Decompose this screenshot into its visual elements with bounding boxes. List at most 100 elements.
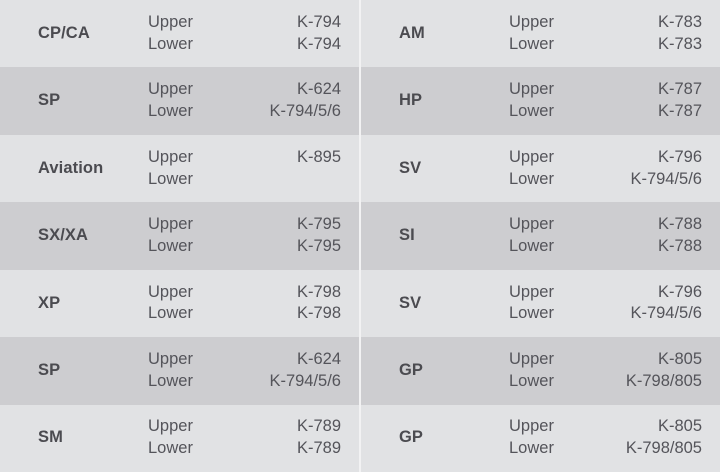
table-row[interactable]: XP Upper Lower K-798 K-798 xyxy=(0,269,359,338)
row-code-label: SP xyxy=(38,360,61,379)
row-value-cells: K-895 xyxy=(240,147,341,191)
row-level-labels: Upper Lower xyxy=(148,282,240,326)
upper-value: K-796 xyxy=(657,282,702,301)
row-level-labels: Upper Lower xyxy=(148,416,240,460)
table-row[interactable]: HP Upper Lower K-787 K-787 xyxy=(361,67,720,135)
lower-value: K-795 xyxy=(296,236,341,255)
upper-level-label: Upper xyxy=(148,215,193,234)
row-code-label: XP xyxy=(38,293,61,312)
row-level-labels: Upper Lower xyxy=(148,147,240,191)
row-code-label: GP xyxy=(399,360,424,379)
upper-value: K-788 xyxy=(657,215,702,234)
upper-level-label: Upper xyxy=(509,282,554,301)
upper-level-label: Upper xyxy=(509,12,554,31)
lower-level-label: Lower xyxy=(148,304,193,323)
table-row[interactable]: SP Upper Lower K-624 K-794/5/6 xyxy=(0,67,359,135)
row-code-label: HP xyxy=(399,91,423,110)
table-row[interactable]: GP Upper Lower K-805 K-798/805 xyxy=(361,404,720,472)
row-code-label: GP xyxy=(399,428,424,447)
row-code-label: SM xyxy=(38,428,63,447)
row-code-label: SV xyxy=(399,293,422,312)
upper-level-label: Upper xyxy=(148,80,193,99)
table-row[interactable]: Aviation Upper Lower K-895 xyxy=(0,134,359,203)
row-value-cells: K-787 K-787 xyxy=(601,79,702,123)
table-row[interactable]: SX/XA Upper Lower K-795 K-795 xyxy=(0,202,359,270)
row-level-labels: Upper Lower xyxy=(148,79,240,123)
upper-value: K-787 xyxy=(657,80,702,99)
lower-value: K-798/805 xyxy=(625,371,702,390)
row-value-cells: K-789 K-789 xyxy=(240,416,341,460)
row-code-label: CP/CA xyxy=(38,23,90,42)
upper-value: K-805 xyxy=(657,350,702,369)
row-value-cells: K-805 K-798/805 xyxy=(601,349,702,393)
row-code-label: SV xyxy=(399,158,422,177)
lower-value: K-794 xyxy=(296,34,341,53)
upper-value: K-795 xyxy=(296,215,341,234)
lower-level-label: Lower xyxy=(509,102,554,121)
upper-level-label: Upper xyxy=(509,215,554,234)
table-row[interactable]: GP Upper Lower K-805 K-798/805 xyxy=(361,337,720,405)
table-row[interactable]: SP Upper Lower K-624 K-794/5/6 xyxy=(0,337,359,405)
left-table-panel: CP/CA Upper Lower K-794 K-794 SP Upper Lower K-6… xyxy=(0,0,359,472)
lower-level-label: Lower xyxy=(148,102,193,121)
right-table-panel: AM Upper Lower K-783 K-783 HP Upper Lower K-787 K… xyxy=(361,0,720,472)
lower-value: K-794/5/6 xyxy=(269,371,341,390)
lower-level-label: Lower xyxy=(148,439,193,458)
upper-level-label: Upper xyxy=(148,147,193,166)
upper-value: K-798 xyxy=(296,282,341,301)
upper-value: K-624 xyxy=(296,350,341,369)
upper-value: K-789 xyxy=(296,417,341,436)
lower-level-label: Lower xyxy=(148,236,193,255)
lower-value: K-788 xyxy=(657,236,702,255)
lower-value: K-794/5/6 xyxy=(269,102,341,121)
row-value-cells: K-796 K-794/5/6 xyxy=(601,147,702,191)
upper-level-label: Upper xyxy=(509,147,554,166)
row-value-cells: K-794 K-794 xyxy=(240,12,341,56)
table-row[interactable]: SM Upper Lower K-789 K-789 xyxy=(0,404,359,472)
row-value-cells: K-788 K-788 xyxy=(601,214,702,258)
upper-level-label: Upper xyxy=(509,417,554,436)
row-level-labels: Upper Lower xyxy=(509,349,601,393)
upper-level-label: Upper xyxy=(148,350,193,369)
upper-value: K-783 xyxy=(657,12,702,31)
row-value-cells: K-796 K-794/5/6 xyxy=(601,282,702,326)
row-code-label: SI xyxy=(399,226,415,245)
lower-level-label: Lower xyxy=(148,371,193,390)
lower-level-label: Lower xyxy=(509,304,554,323)
table-row[interactable]: CP/CA Upper Lower K-794 K-794 xyxy=(0,0,359,68)
upper-level-label: Upper xyxy=(148,417,193,436)
upper-value: K-895 xyxy=(296,147,341,166)
lower-level-label: Lower xyxy=(509,439,554,458)
table-row[interactable]: SI Upper Lower K-788 K-788 xyxy=(361,202,720,270)
table-row[interactable]: SV Upper Lower K-796 K-794/5/6 xyxy=(361,269,720,338)
upper-value: K-796 xyxy=(657,147,702,166)
lower-level-label: Lower xyxy=(148,169,193,188)
upper-level-label: Upper xyxy=(148,282,193,301)
lower-value: K-783 xyxy=(657,34,702,53)
row-level-labels: Upper Lower xyxy=(509,147,601,191)
table-row[interactable]: AM Upper Lower K-783 K-783 xyxy=(361,0,720,68)
lower-value xyxy=(240,169,341,191)
row-value-cells: K-795 K-795 xyxy=(240,214,341,258)
row-value-cells: K-624 K-794/5/6 xyxy=(240,349,341,393)
lower-value: K-794/5/6 xyxy=(630,169,702,188)
table-row[interactable]: SV Upper Lower K-796 K-794/5/6 xyxy=(361,134,720,203)
row-level-labels: Upper Lower xyxy=(148,349,240,393)
upper-value: K-624 xyxy=(296,80,341,99)
upper-value: K-794 xyxy=(296,12,341,31)
row-code-label: SP xyxy=(38,91,61,110)
lower-value: K-789 xyxy=(296,439,341,458)
row-level-labels: Upper Lower xyxy=(148,12,240,56)
upper-level-label: Upper xyxy=(509,350,554,369)
row-value-cells: K-805 K-798/805 xyxy=(601,416,702,460)
lower-level-label: Lower xyxy=(509,236,554,255)
row-code-label: Aviation xyxy=(38,158,104,177)
lower-level-label: Lower xyxy=(148,34,193,53)
row-level-labels: Upper Lower xyxy=(509,282,601,326)
row-value-cells: K-798 K-798 xyxy=(240,282,341,326)
lower-value: K-798 xyxy=(296,304,341,323)
upper-level-label: Upper xyxy=(148,12,193,31)
upper-value: K-805 xyxy=(657,417,702,436)
lower-value: K-794/5/6 xyxy=(630,304,702,323)
lower-value: K-798/805 xyxy=(625,439,702,458)
